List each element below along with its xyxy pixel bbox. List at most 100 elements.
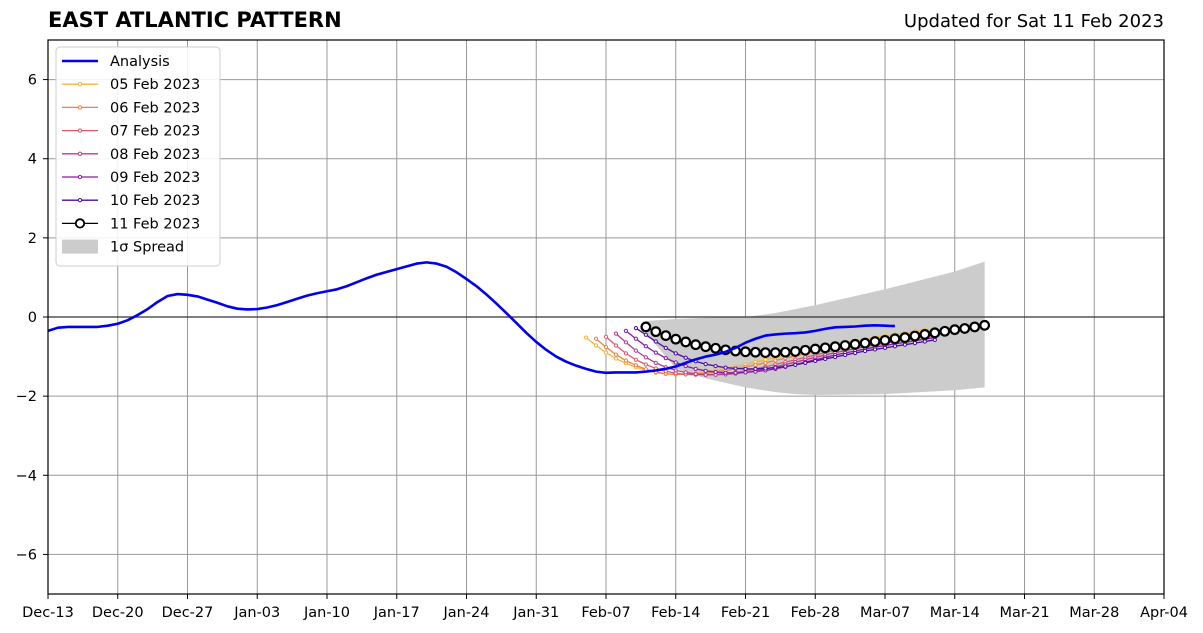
forecast-point: [809, 343, 821, 355]
forecast-point: [909, 330, 921, 342]
forecast-point: [959, 323, 971, 334]
forecast-point: [633, 348, 638, 353]
axes-layer: Dec-13 Dec-20 Dec-27 Jan-03 Jan-10 Jan-17 Jan-…: [16, 39, 1188, 621]
legend-marker: [77, 82, 83, 87]
legend-marker: [77, 105, 83, 110]
legend-marker: [74, 218, 86, 229]
x-tick-label: Mar-21: [999, 605, 1049, 621]
forecast-point: [670, 333, 682, 345]
forecast-point: [902, 342, 908, 347]
forecast-point: [693, 366, 698, 371]
forecast-point: [853, 350, 858, 356]
forecast-point: [872, 347, 878, 352]
forecast-point: [819, 342, 831, 354]
forecast-point: [623, 340, 629, 345]
legend-label: 06 Feb 2023: [110, 100, 200, 116]
forecast-point: [939, 325, 951, 337]
forecast-point: [623, 328, 629, 333]
forecast-point: [703, 372, 708, 377]
forecast-point: [922, 339, 927, 344]
forecast-point: [843, 352, 848, 358]
forecast-point: [613, 343, 619, 348]
y-tick-label: −6: [16, 547, 37, 563]
legend-swatch: [62, 239, 98, 254]
forecast-point: [799, 344, 811, 356]
x-tick-label: Feb-28: [791, 605, 840, 621]
x-tick-label: Feb-07: [581, 605, 630, 621]
forecast-point: [693, 371, 698, 377]
legend-marker: [77, 151, 83, 157]
x-tick-label: Mar-14: [930, 605, 980, 621]
spread-band: [645, 261, 985, 395]
forecast-point: [882, 345, 888, 350]
spread-layer: [645, 261, 985, 395]
forecast-point: [623, 351, 629, 356]
forecast-point: [839, 340, 851, 351]
x-tick-label: Jan-17: [373, 605, 420, 621]
forecast-point: [623, 358, 629, 363]
legend: Analysis 05 Feb 2023 06 Feb 2023 07 Feb 202…: [55, 46, 221, 267]
x-tick-label: Apr-04: [1140, 605, 1188, 621]
forecast-point: [703, 368, 708, 373]
x-tick-label: Mar-07: [860, 605, 910, 621]
forecast-point: [650, 326, 662, 338]
forecast-point: [919, 329, 931, 340]
forecast-point: [779, 346, 791, 358]
forecast-point: [643, 362, 648, 367]
forecast-point: [613, 331, 619, 336]
x-tick-label: Jan-31: [512, 605, 559, 621]
y-tick-label: 2: [28, 231, 37, 247]
legend-marker: [77, 174, 83, 180]
x-tick-label: Jan-10: [303, 605, 350, 621]
y-tick-label: 0: [28, 310, 37, 326]
forecast-point: [603, 344, 609, 350]
forecast-point: [673, 360, 678, 365]
forecast-point: [660, 330, 672, 341]
legend-label: 1σ Spread: [110, 240, 184, 256]
y-tick-label: −2: [16, 389, 37, 405]
x-tick-label: Jan-24: [442, 605, 489, 621]
x-tick-label: Feb-21: [721, 605, 770, 621]
forecast-point: [823, 356, 828, 362]
x-tick-label: Dec-20: [92, 605, 144, 621]
y-tick-label: 6: [28, 73, 37, 89]
forecast-point: [583, 335, 589, 340]
forecast-point: [643, 344, 648, 349]
forecast-point: [789, 346, 801, 357]
forecast-point: [633, 363, 638, 368]
forecast-point: [979, 319, 991, 331]
legend-label: 05 Feb 2023: [110, 77, 200, 93]
x-tick-label: Jan-03: [233, 605, 280, 621]
forecast-point: [803, 360, 808, 366]
forecast-point: [760, 347, 771, 359]
forecast-point: [593, 336, 599, 341]
forecast-point: [949, 324, 961, 336]
x-tick-label: Feb-14: [651, 605, 700, 621]
forecast-point: [683, 363, 688, 369]
forecast-point: [753, 366, 758, 371]
legend-marker: [77, 128, 83, 133]
forecast-point: [849, 338, 861, 350]
forecast-point: [683, 355, 688, 360]
forecast-point: [859, 337, 871, 349]
forecast-point: [969, 321, 981, 333]
forecast-point: [889, 333, 901, 345]
forecast-point: [683, 370, 688, 375]
forecast-point: [690, 339, 702, 351]
forecast-point: [740, 346, 751, 358]
forecast-point: [613, 356, 619, 361]
forecast-point: [862, 348, 868, 354]
forecast-point: [713, 363, 718, 369]
forecast-point: [633, 336, 638, 341]
forecast-point: [653, 360, 658, 366]
forecast-point: [932, 337, 937, 343]
forecast-point: [773, 358, 778, 363]
legend-label: 11 Feb 2023: [110, 216, 200, 232]
forecast-point: [640, 321, 652, 333]
forecast-point: [750, 346, 761, 358]
y-tick-label: −4: [16, 468, 37, 484]
forecast-point: [713, 369, 718, 375]
x-tick-label: Dec-27: [162, 605, 214, 621]
forecast-point: [929, 327, 941, 339]
